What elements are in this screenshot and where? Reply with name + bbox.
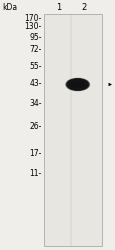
Ellipse shape [65, 78, 89, 91]
Ellipse shape [66, 78, 88, 91]
Text: 95-: 95- [29, 33, 41, 42]
Text: 17-: 17- [29, 149, 41, 158]
Text: 170-: 170- [24, 14, 41, 23]
Ellipse shape [66, 78, 88, 90]
Ellipse shape [65, 78, 89, 91]
Ellipse shape [70, 82, 84, 87]
Ellipse shape [64, 78, 90, 91]
Text: 11-: 11- [29, 169, 41, 178]
Text: 72-: 72- [29, 46, 41, 54]
Ellipse shape [65, 78, 89, 91]
Bar [44, 14, 101, 246]
Text: kDa: kDa [2, 2, 17, 12]
Ellipse shape [66, 78, 88, 90]
Ellipse shape [65, 78, 89, 91]
Text: 26-: 26- [29, 122, 41, 131]
Ellipse shape [66, 78, 88, 90]
Ellipse shape [66, 78, 88, 91]
Text: 130-: 130- [24, 22, 41, 31]
Ellipse shape [65, 78, 89, 91]
Ellipse shape [65, 78, 90, 91]
Text: 43-: 43- [29, 79, 41, 88]
Text: 55-: 55- [29, 62, 41, 71]
Text: 1: 1 [56, 2, 61, 12]
Ellipse shape [65, 78, 89, 91]
Ellipse shape [66, 78, 89, 91]
Ellipse shape [66, 78, 88, 90]
Text: 2: 2 [80, 2, 85, 12]
Ellipse shape [65, 78, 89, 91]
Ellipse shape [65, 78, 89, 91]
Text: 34-: 34- [29, 99, 41, 108]
Ellipse shape [66, 79, 88, 90]
